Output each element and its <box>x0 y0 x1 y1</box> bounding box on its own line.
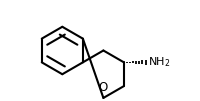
Text: O: O <box>98 80 107 94</box>
Text: NH$_2$: NH$_2$ <box>147 55 170 69</box>
